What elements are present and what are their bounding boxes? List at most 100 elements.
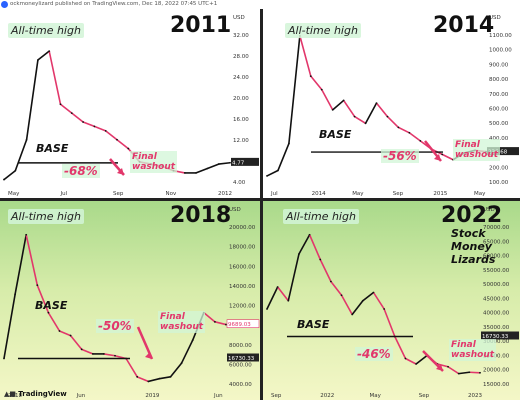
final-washout-label: Final washout: [449, 339, 497, 361]
ath-label: All-time high: [283, 209, 359, 224]
x-tick-label: Jul: [270, 191, 278, 197]
final-text: Final: [451, 340, 476, 350]
price-segment: [469, 371, 481, 374]
y-tick-label: 20000.00: [483, 368, 510, 374]
last-price-label: 16730.33: [482, 334, 509, 340]
price-point: [158, 377, 161, 380]
price-segment: [447, 366, 460, 375]
y-tick-label: 6000.00: [229, 362, 252, 368]
y-tick-label: 50000.00: [483, 282, 510, 288]
price-point: [191, 339, 194, 342]
price-point: [331, 108, 334, 111]
price-point: [136, 375, 139, 378]
washout-arrowhead: [117, 168, 124, 175]
price-segment: [330, 281, 343, 296]
y-tick-label: 12.00: [233, 138, 249, 144]
price-segment: [47, 312, 61, 332]
ath-label: All-time high: [8, 209, 84, 224]
x-tick-label: Sep: [271, 393, 282, 399]
brand-word-2: Money: [451, 240, 492, 253]
price-segment: [287, 253, 300, 301]
y-tick-label: 4000.00: [229, 382, 252, 388]
brand-word-1: Stock: [451, 227, 486, 240]
price-segment: [105, 130, 118, 141]
price-point: [147, 380, 150, 383]
price-point: [229, 161, 231, 164]
washout-arrowhead: [145, 352, 152, 359]
price-segment: [288, 35, 301, 144]
final-washout-label: Final washout: [130, 151, 178, 173]
price-segment: [25, 59, 39, 140]
y-tick-label: 45000.00: [483, 296, 510, 302]
price-segment: [351, 300, 364, 315]
price-segment: [14, 234, 27, 295]
price-segment: [298, 234, 311, 255]
currency-label: USD: [229, 207, 241, 213]
y-tick-label: 18000.00: [229, 245, 256, 251]
price-segment: [218, 161, 231, 165]
price-point: [3, 357, 5, 360]
price-point: [116, 138, 118, 141]
price-segment: [266, 169, 279, 177]
x-tick-label: Jun: [213, 393, 223, 399]
y-tick-label: 1000.00: [489, 48, 512, 54]
y-tick-label: 4.00: [233, 180, 246, 186]
price-point: [342, 99, 345, 102]
price-segment: [37, 50, 50, 61]
y-tick-label: 16000.00: [229, 264, 256, 270]
price-segment: [48, 50, 62, 105]
final-washout-label: Final washout: [453, 139, 501, 161]
drawdown-label: -50%: [96, 319, 134, 333]
price-segment: [308, 234, 321, 260]
price-point: [169, 375, 172, 378]
price-point: [353, 115, 356, 118]
washout-text: washout: [160, 322, 204, 332]
base-label: BASE: [36, 142, 69, 155]
y-tick-label: 400.00: [489, 136, 509, 142]
chart-panel-2011: 32.0028.0024.0020.0016.0012.008.004.00US…: [0, 9, 260, 198]
price-point: [195, 172, 198, 174]
price-point: [330, 280, 332, 283]
y-tick-label: 16.00: [233, 117, 249, 123]
price-segment: [375, 102, 389, 118]
price-segment: [319, 259, 332, 282]
y-tick-label: 32.00: [233, 33, 249, 39]
panel-divider-vertical: [260, 9, 263, 400]
drawdown-label: -56%: [381, 149, 419, 163]
price-segment: [103, 353, 116, 357]
currency-label: USD: [233, 15, 245, 21]
x-tick-label: Sep: [419, 393, 430, 399]
chart-svg-2022: 70000.00 65000.00 60000.00 55000.00 50000.00…: [266, 207, 519, 399]
price-segment: [214, 321, 227, 326]
y-tick-label: 8000.00: [229, 343, 252, 349]
price-segment: [372, 292, 385, 310]
price-segment: [383, 308, 396, 337]
price-point: [419, 139, 422, 142]
last-price-badge: [227, 353, 259, 362]
chart-svg-2011: 32.0028.0024.0020.0016.0012.008.004.00US…: [3, 15, 259, 197]
price-point: [217, 163, 220, 165]
base-label: BASE: [35, 299, 68, 312]
price-point: [266, 308, 268, 310]
y-tick-label: 20.00: [233, 96, 249, 102]
price-segment: [3, 294, 16, 359]
price-segment: [125, 358, 138, 378]
chart-panel-2014: 1100.00 1000.00 900.00 800.00 700.00 600.00 50…: [263, 9, 520, 198]
price-segment: [310, 75, 323, 91]
x-tick-label: Jul: [60, 191, 68, 197]
price-point: [103, 353, 105, 355]
y-tick-label: 24.00: [233, 75, 249, 81]
price-segment: [277, 143, 290, 171]
washout-text: washout: [132, 162, 176, 172]
price-point: [351, 313, 354, 316]
price-point: [47, 311, 50, 314]
chart-panel-2022: 70000.00 65000.00 60000.00 55000.00 50000.00…: [263, 201, 520, 400]
y-tick-label: 12000.00: [229, 304, 256, 310]
price-point: [266, 175, 268, 177]
price-point: [288, 142, 290, 145]
price-segment: [195, 167, 208, 174]
washout-text: washout: [455, 150, 499, 160]
price-segment: [441, 153, 454, 161]
price-point: [383, 308, 386, 310]
price-point: [25, 138, 28, 141]
